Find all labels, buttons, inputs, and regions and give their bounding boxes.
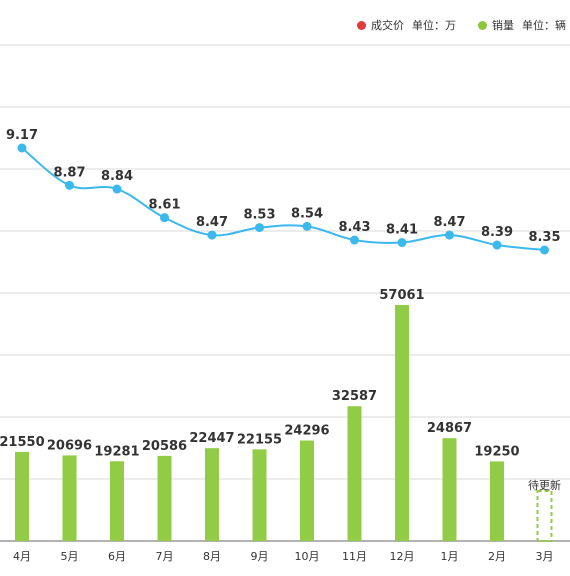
x-tick-5月: 5月: [61, 550, 79, 563]
x-tick-12月: 12月: [390, 550, 415, 563]
price-label-12月: 8.41: [386, 223, 418, 238]
price-label-6月: 8.84: [101, 169, 133, 184]
bar-9月: [252, 449, 267, 541]
x-tick-11月: 11月: [342, 550, 367, 563]
bar-1月: [442, 438, 457, 541]
bar-label-2月: 19250: [474, 444, 519, 459]
price-label-7月: 8.61: [148, 198, 180, 213]
bar-label-5月: 20696: [47, 438, 92, 453]
price-point-11月: [350, 235, 359, 245]
price-point-9月: [255, 223, 264, 233]
price-label-2月: 8.39: [481, 225, 513, 240]
legend-price-unit: 单位：万: [412, 19, 456, 32]
bar-label-4月: 21550: [0, 435, 45, 450]
bar-7月: [157, 455, 172, 541]
x-tick-6月: 6月: [108, 550, 126, 563]
price-label-4月: 9.17: [6, 128, 38, 143]
bar-2月: [490, 461, 504, 541]
bar-11月: [347, 406, 362, 541]
price-point-6月: [112, 184, 122, 194]
bar-label-9月: 22155: [237, 432, 282, 447]
x-tick-3月: 3月: [536, 550, 554, 563]
price-label-8月: 8.47: [196, 215, 228, 230]
pending-label: 待更新: [528, 478, 561, 492]
legend-sales: 销量 单位：辆: [478, 17, 566, 33]
legend-sales-label: 销量: [492, 19, 514, 32]
bar-label-6月: 19281: [94, 444, 139, 459]
bar-8月: [205, 448, 219, 541]
pending-bar: [536, 490, 553, 542]
price-point-3月: [540, 245, 549, 255]
legend-sales-unit: 单位：辆: [522, 19, 566, 32]
x-tick-2月: 2月: [488, 550, 506, 563]
x-tick-8月: 8月: [203, 550, 221, 563]
bar-label-10月: 24296: [284, 424, 329, 439]
legend-sales-dot: [478, 20, 487, 30]
x-tick-9月: 9月: [251, 550, 269, 563]
x-tick-10月: 10月: [295, 550, 320, 563]
bar-10月: [300, 440, 314, 541]
price-label-9月: 8.53: [243, 208, 275, 223]
price-point-7月: [160, 213, 169, 223]
price-label-11月: 8.43: [338, 220, 370, 235]
legend-price-label: 成交价: [371, 19, 404, 32]
bar-label-11月: 32587: [332, 389, 377, 404]
legend-price-dot: [357, 20, 366, 30]
bar-label-12月: 57061: [379, 288, 424, 303]
price-label-10月: 8.54: [291, 206, 323, 221]
price-point-5月: [65, 180, 74, 190]
price-label-1月: 8.47: [433, 215, 465, 230]
bar-5月: [62, 455, 77, 541]
x-tick-7月: 7月: [156, 550, 174, 563]
bar-6月: [110, 461, 124, 541]
price-point-8月: [207, 230, 217, 240]
price-label-5月: 8.87: [53, 165, 85, 180]
legend-price: 成交价 单位：万: [357, 17, 456, 33]
x-tick-1月: 1月: [441, 550, 459, 563]
price-point-10月: [302, 221, 312, 231]
price-point-1月: [445, 230, 454, 240]
legend: 成交价 单位：万 销量 单位：辆: [357, 17, 566, 33]
x-tick-4月: 4月: [13, 550, 31, 563]
bar-label-8月: 22447: [189, 431, 234, 446]
bar-12月: [395, 305, 409, 541]
price-line: [21, 147, 545, 251]
price-point-4月: [17, 143, 27, 153]
bar-4月: [15, 451, 29, 541]
price-label-3月: 8.35: [528, 230, 560, 245]
price-point-12月: [397, 238, 407, 248]
bar-label-7月: 20586: [142, 439, 187, 454]
bar-label-1月: 24867: [427, 421, 472, 436]
price-point-2月: [492, 240, 502, 250]
